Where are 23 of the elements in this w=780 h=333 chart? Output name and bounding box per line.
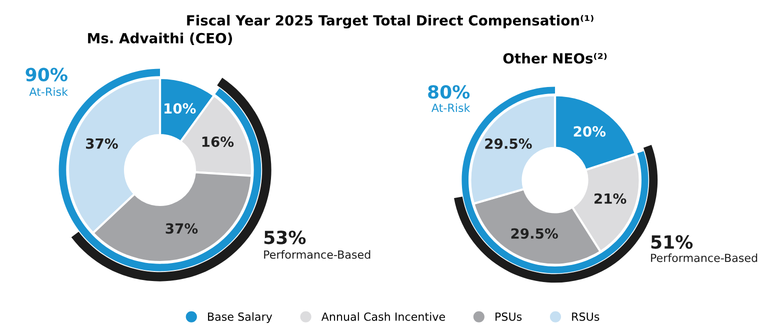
- chart-title: Fiscal Year 2025 Target Total Direct Compensation⁽¹⁾: [187, 14, 594, 28]
- data-label: 29.5%: [511, 228, 558, 239]
- text: Performance-Based: [264, 250, 370, 259]
- text: 51%: [651, 235, 693, 249]
- legend-label: RSUs: [572, 312, 600, 321]
- text: Performance-Based: [651, 253, 758, 262]
- text: 80%: [428, 85, 470, 99]
- legend-label: Annual Cash Incentive: [321, 312, 445, 321]
- data-label: 29.5%: [485, 138, 532, 149]
- data-label: 37%: [86, 138, 118, 149]
- chart-subtitle: Ms. Advaithi (CEO): [88, 32, 232, 46]
- text: 53%: [264, 230, 306, 244]
- text: 90%: [26, 68, 68, 82]
- text: At-Risk: [29, 87, 68, 96]
- data-label: 21%: [594, 193, 626, 204]
- data-label: 10%: [164, 103, 196, 114]
- chart-subtitle: Other NEOs⁽²⁾: [503, 52, 607, 64]
- data-label: 16%: [202, 136, 234, 147]
- data-label: 37%: [166, 223, 198, 234]
- legend-label: PSUs: [496, 312, 522, 321]
- data-label: 20%: [574, 126, 606, 137]
- text: At-Risk: [431, 103, 470, 112]
- legend-label: Base Salary: [208, 312, 272, 323]
